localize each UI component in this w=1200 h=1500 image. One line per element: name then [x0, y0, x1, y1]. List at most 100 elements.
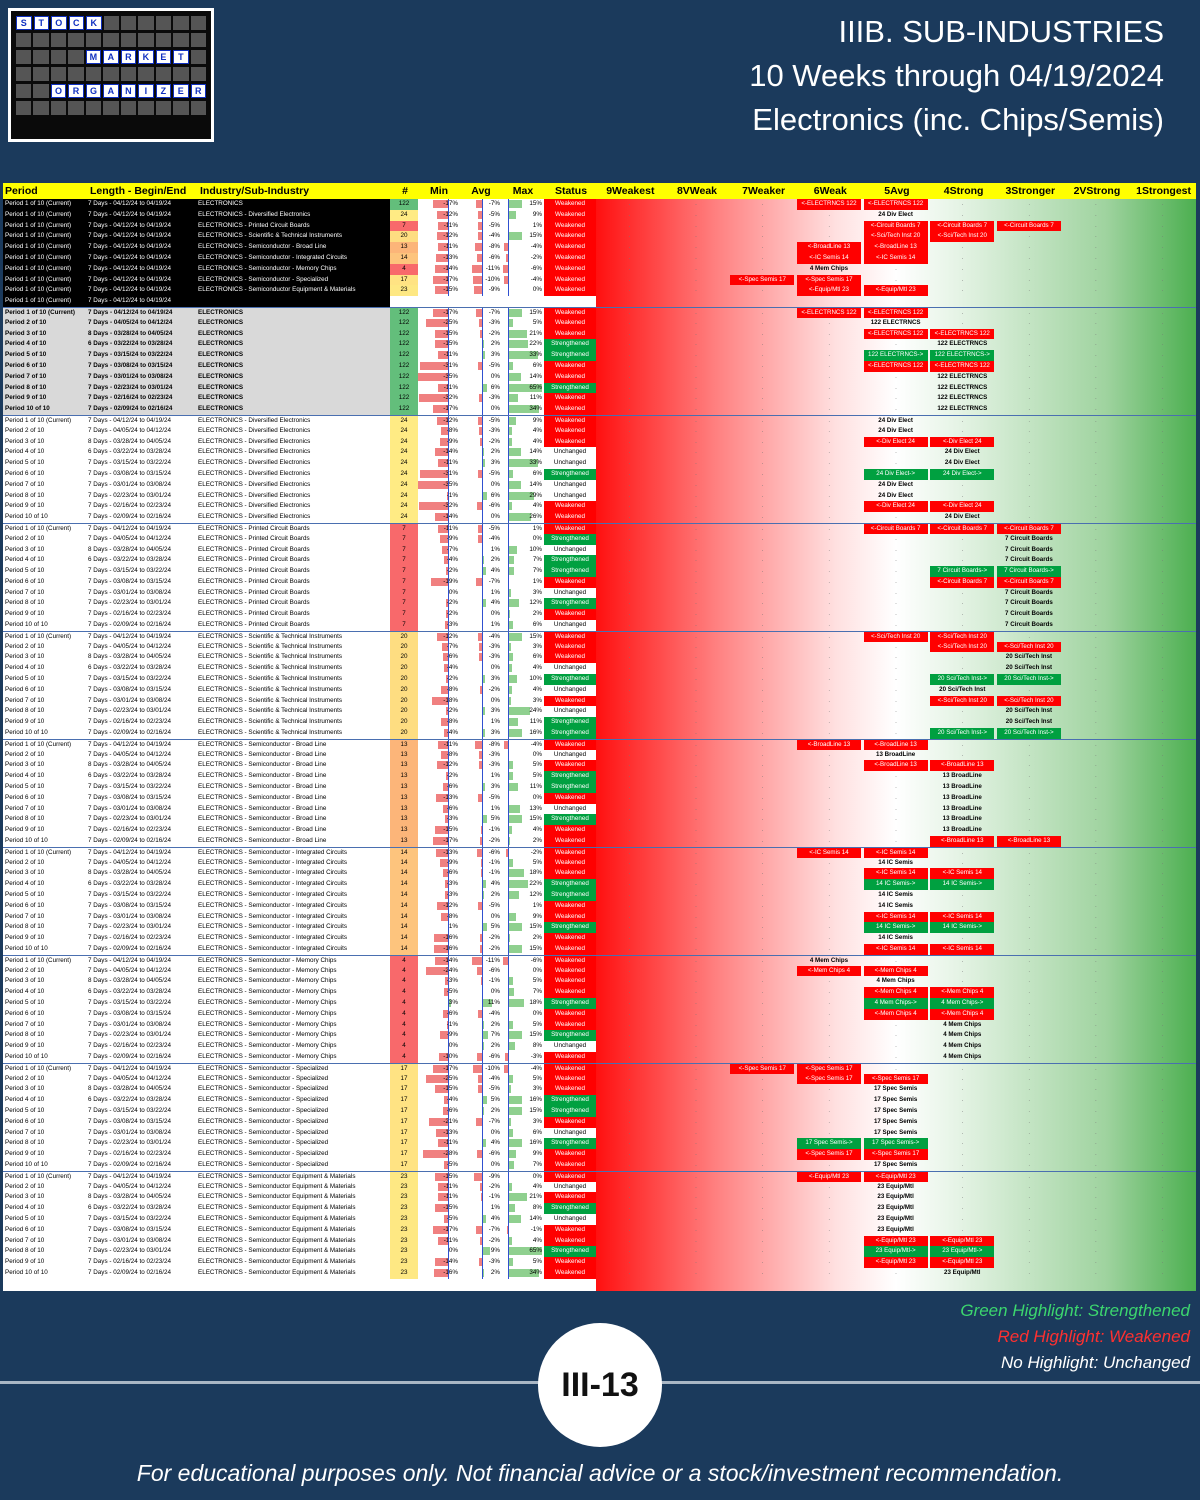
cell-length: 7 Days - 03/08/24 to 03/15/24	[88, 793, 171, 801]
stage-cell: .	[1028, 1031, 1031, 1039]
cell-status: Strengthened	[544, 339, 596, 351]
stage-cell: .	[695, 264, 697, 272]
stage-cell: .	[761, 480, 764, 488]
table-row: Period 3 of 10 8 Days - 03/28/24 to 04/05…	[3, 436, 1196, 448]
zero-line	[448, 933, 449, 944]
zero-line	[508, 307, 509, 318]
stage-cell: .	[828, 1204, 831, 1212]
cell-avg: 6%	[460, 490, 502, 502]
cell-avg: -5%	[460, 415, 502, 426]
stage-cell: .	[1161, 210, 1164, 218]
stage-cell: .	[1028, 923, 1031, 931]
stage-cell: .	[1028, 340, 1031, 348]
cell-status: Weakened	[544, 436, 596, 448]
cell-count: 122	[390, 382, 418, 394]
cell-status: Weakened	[544, 1235, 596, 1247]
stage-cell: .	[828, 685, 831, 693]
cell-period: Period 5 of 10	[5, 998, 45, 1006]
cell-min: -6%	[418, 1008, 460, 1020]
cell-stages: ... <-IC Semis 14 <-IC Semis 14....	[596, 252, 1196, 264]
cell-stages: ..... 122 ELECTRNCS...	[596, 339, 1196, 350]
stage-cell: .	[1028, 1085, 1031, 1093]
stage-cell: <-Sci/Tech Inst 20	[929, 631, 996, 642]
logo-cell	[50, 50, 67, 64]
cell-period: Period 2 of 10	[5, 534, 45, 542]
cell-min: -17%	[418, 199, 460, 210]
cell-max: 9%	[502, 1149, 544, 1160]
table-row: Period 7 of 10 7 Days - 03/01/24 to 03/08…	[3, 1127, 1196, 1139]
stage-cell: .	[1028, 1042, 1031, 1050]
zero-line	[508, 695, 509, 707]
stage-marker: 7 Circuit Boards	[1005, 610, 1053, 618]
value-bar	[508, 1214, 521, 1223]
cell-min: -8%	[418, 425, 460, 437]
stage-cell: .	[895, 642, 897, 650]
cell-period: Period 10 of 10	[5, 837, 48, 845]
stage-cell: .	[628, 1268, 631, 1276]
stage-cell: .	[695, 621, 697, 629]
header-max: Max	[512, 185, 534, 197]
stage-cell: 20 Sci/Tech Inst	[996, 706, 1063, 717]
cell-count: 17	[390, 274, 418, 286]
logo-cell: E	[155, 50, 172, 64]
stage-cell: .	[761, 1258, 764, 1266]
stage-cell: .	[1028, 426, 1031, 434]
cell-stages: .... 24 Div Elect....	[596, 480, 1196, 491]
stage-cell: .	[1095, 1042, 1097, 1050]
stage-cell: .	[1161, 642, 1164, 650]
stage-marker: 20 Sci/Tech Inst	[1005, 707, 1053, 715]
cell-min: -3%	[418, 890, 460, 901]
cell-avg: -4%	[460, 231, 502, 243]
value-bar	[508, 869, 525, 878]
stage-cell: .	[1095, 923, 1097, 931]
cell-count: 14	[390, 868, 418, 880]
cell-stages: ..... 122 ELECTRNCS...	[596, 372, 1196, 383]
stage-cell: .	[628, 588, 631, 596]
stage-cell: .	[628, 610, 631, 618]
value-bar	[508, 1236, 512, 1245]
disclaimer-footer: For educational purposes only. Not finan…	[136, 1460, 1064, 1486]
stage-cell: .	[1161, 1225, 1164, 1233]
cell-period: Period 7 of 10	[5, 1128, 45, 1136]
stage-cell: <-Spec Semis 17	[729, 274, 796, 286]
cell-period: Period 2 of 10	[5, 966, 45, 974]
stage-cell: <-Spec Semis 17	[863, 1149, 930, 1160]
stage-marker: <-Sci/Tech Inst 20	[996, 695, 1061, 707]
stage-cell: 4 Mem Chips	[929, 1041, 996, 1052]
stage-cell: .	[1028, 243, 1031, 251]
stage-cell: .	[761, 599, 764, 607]
cell-max: 7%	[502, 987, 544, 998]
stage-cell: .	[628, 740, 631, 748]
header-stage: 3Stronger	[1005, 185, 1056, 197]
cell-max: 2%	[502, 836, 544, 847]
cell-length: 7 Days - 03/15/24 to 03/22/24	[88, 891, 171, 898]
logo-cell	[68, 101, 84, 115]
cell-avg: -6%	[460, 1149, 502, 1160]
cell-stages: .... <-Equip/Mtl 23 <-Equip/Mtl 23...	[596, 1257, 1196, 1268]
stage-cell: .	[761, 556, 764, 564]
stage-cell: .	[695, 318, 697, 326]
cell-period: Period 6 of 10	[5, 1117, 45, 1125]
cell-stages: .... 122 ELECTRNCS-> 122 ELECTRNCS->...	[596, 350, 1196, 361]
cell-max: 0%	[502, 792, 544, 804]
stage-cell: .	[828, 1128, 831, 1136]
logo-row	[16, 101, 206, 115]
cell-stages: ..... 24 Div Elect...	[596, 512, 1196, 523]
stage-cell: .	[628, 513, 631, 521]
stage-cell: .	[695, 1268, 697, 1276]
zero-line	[448, 350, 449, 361]
value-bar	[442, 804, 448, 813]
stage-cell: <-Equip/Mtl 23	[863, 1171, 930, 1182]
cell-length: 7 Days - 04/05/24 to 04/12/24	[88, 966, 171, 974]
stage-cell: .	[895, 372, 897, 380]
cell-max: 4%	[502, 825, 544, 837]
value-bar	[477, 361, 482, 370]
zero-line	[482, 1051, 483, 1063]
cell-max: 15%	[502, 1105, 544, 1117]
stage-cell: 20 Sci/Tech Inst	[996, 663, 1063, 674]
cell-min: -2%	[418, 674, 460, 685]
stage-cell: .	[1161, 1139, 1164, 1147]
cell-stages: .....7 Circuit Boards-> 7 Circuit Boards-…	[596, 566, 1196, 577]
stage-cell: .	[1095, 621, 1097, 629]
stage-cell: .	[1161, 372, 1164, 380]
